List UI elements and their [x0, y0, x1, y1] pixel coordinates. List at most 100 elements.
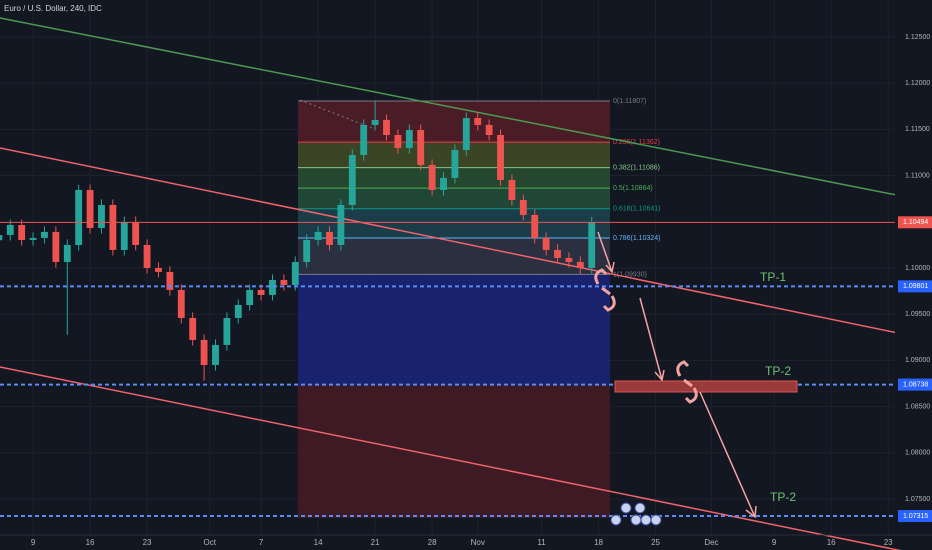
candle-body	[246, 289, 254, 306]
candle-body	[234, 305, 242, 318]
candle-body	[63, 244, 71, 262]
x-tick-label: 14	[314, 538, 323, 547]
candle-body	[440, 177, 447, 190]
price-label: 1.08738	[903, 381, 928, 388]
candle-body	[383, 119, 390, 135]
x-tick-label: 21	[371, 538, 380, 547]
x-tick-label: 18	[594, 538, 603, 547]
x-tick-label: 23	[884, 538, 893, 547]
arrows	[597, 231, 757, 519]
candle-body	[360, 124, 368, 155]
fib-label: 0.618(1.10641)	[613, 206, 660, 213]
arrow	[639, 297, 665, 382]
trendlines	[0, 17, 932, 550]
candle-body	[155, 267, 162, 272]
x-tick-label: 9	[31, 538, 36, 547]
candle-body	[257, 289, 265, 295]
fib-label: 0.382(1.11086)	[613, 164, 660, 171]
trendline	[0, 366, 902, 550]
candle-body	[462, 117, 470, 150]
annotations: TP-1 TP-2 TP-2	[760, 270, 796, 504]
x-tick-label: Oct	[204, 538, 217, 547]
candle-body	[314, 231, 322, 240]
candle-body	[166, 271, 174, 290]
link-icon	[676, 360, 698, 404]
y-tick-label: 1.09000	[905, 357, 930, 364]
candle-body	[428, 164, 436, 190]
axes: 1.12500 1.12000 1.11500 1.11000 1.10000 1.095…	[31, 34, 932, 547]
candle-body	[542, 237, 550, 250]
target-zone	[298, 274, 610, 385]
y-tick-label: 1.09500	[905, 311, 930, 318]
candle-body	[576, 261, 584, 268]
x-tick-label: 28	[428, 538, 437, 547]
candle-body	[212, 344, 219, 365]
price-label-box	[898, 280, 932, 293]
x-tick-label: Nov	[471, 538, 485, 547]
drawings	[594, 231, 798, 526]
y-tick-label: 1.12500	[905, 34, 930, 41]
price-axis	[895, 0, 932, 535]
icons	[610, 502, 662, 526]
candle-body	[394, 134, 402, 148]
x-tick-label: 23	[143, 538, 152, 547]
tp-zone	[614, 380, 798, 393]
candle-body	[29, 237, 37, 240]
price-label-box	[898, 510, 932, 523]
candle-body	[565, 257, 573, 262]
y-tick-label: 1.08000	[905, 450, 930, 457]
y-tick-label: 1.10000	[905, 265, 930, 272]
candle-body	[337, 204, 345, 245]
x-tick-label: 11	[537, 538, 546, 547]
x-tick-label: 16	[86, 538, 95, 547]
fib-band	[298, 188, 610, 209]
link-icon	[594, 268, 616, 312]
candle-body	[200, 339, 208, 365]
candle-body	[52, 231, 60, 262]
candle-body	[41, 231, 48, 238]
y-tick-label: 1.11000	[905, 172, 930, 179]
candle-body	[75, 189, 83, 245]
price-label: 1.07315	[903, 513, 928, 520]
y-tick-label: 1.07500	[905, 496, 930, 503]
arrow	[699, 391, 757, 519]
x-tick-label: 9	[772, 538, 777, 547]
candle-body	[280, 279, 288, 285]
x-tick-label: 16	[827, 538, 836, 547]
annotation: TP-1	[760, 270, 786, 284]
fib-band	[298, 238, 610, 275]
trendline	[0, 17, 932, 203]
annotation: TP-2	[765, 364, 791, 378]
x-tick-label: Dec	[704, 538, 718, 547]
candle-body	[485, 124, 493, 135]
candle-body	[223, 317, 231, 345]
candle-body	[371, 119, 379, 125]
candle-body	[189, 317, 197, 340]
candle-body	[18, 224, 26, 240]
fib-label: 0.786(1.10324)	[613, 235, 660, 242]
arrow	[597, 231, 615, 274]
price-label: 1.10494	[903, 219, 928, 226]
candle-body	[554, 249, 561, 258]
candle-body	[6, 224, 14, 235]
candle-body	[120, 221, 128, 250]
chart-title: Euro / U.S. Dollar, 240, IDC	[4, 4, 102, 13]
candle-body	[405, 130, 413, 148]
price-label: 1.09801	[903, 283, 928, 290]
fib-label: 0.236(1.11362)	[613, 139, 660, 146]
candles	[0, 100, 596, 381]
candle-body	[291, 261, 299, 285]
candle-body	[348, 154, 356, 205]
price-label-box	[898, 216, 932, 229]
candle-body	[143, 244, 151, 268]
candle-body	[303, 239, 311, 262]
fib-label: 0.5(1.10864)	[613, 185, 653, 192]
candle-body	[417, 130, 425, 165]
candle-body	[0, 234, 3, 241]
candle-body	[588, 222, 596, 268]
annotation: TP-2	[770, 490, 796, 504]
y-tick-label: 1.12000	[905, 80, 930, 87]
candle-body	[508, 179, 516, 200]
candle-body	[474, 117, 482, 125]
